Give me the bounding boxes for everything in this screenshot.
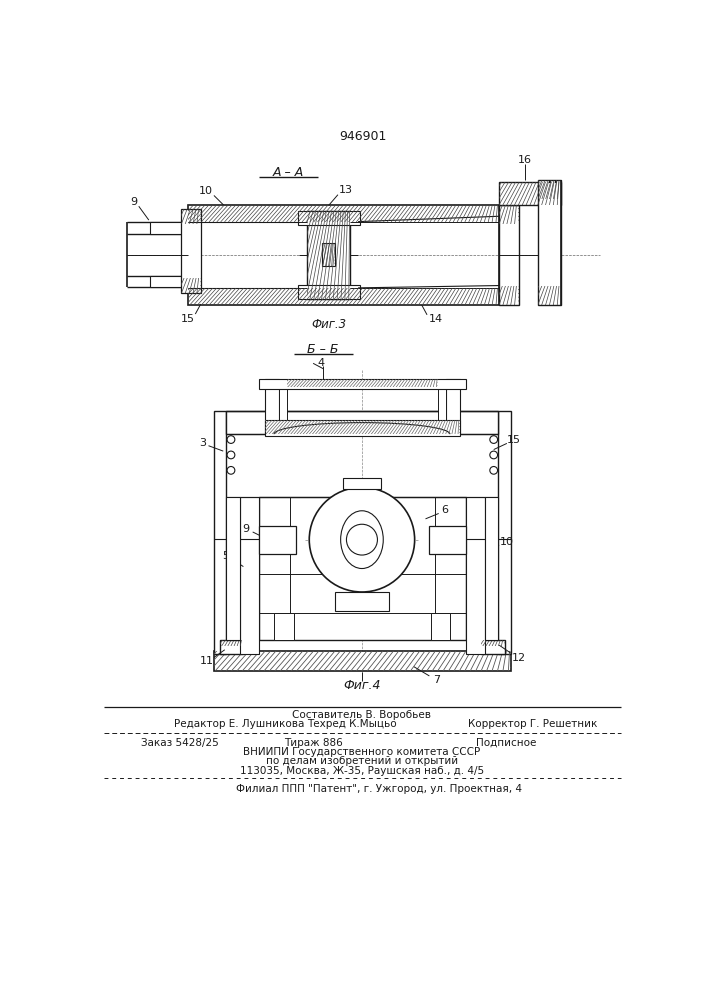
Bar bbox=[481, 640, 505, 654]
Text: 5: 5 bbox=[222, 551, 229, 561]
Bar bbox=[220, 640, 243, 646]
Bar bbox=[538, 180, 561, 305]
Bar bbox=[538, 180, 561, 199]
Text: 10: 10 bbox=[500, 537, 514, 547]
Text: 12: 12 bbox=[511, 653, 525, 663]
Text: ВНИИПИ Государственного комитета СССР: ВНИИПИ Государственного комитета СССР bbox=[243, 747, 481, 757]
Text: A – A: A – A bbox=[273, 166, 304, 179]
Circle shape bbox=[227, 451, 235, 459]
Bar bbox=[214, 411, 226, 654]
Text: Б – Б: Б – Б bbox=[308, 343, 339, 356]
Bar bbox=[307, 211, 351, 299]
Bar bbox=[214, 651, 510, 671]
Bar bbox=[322, 243, 335, 266]
Circle shape bbox=[227, 466, 235, 474]
Bar bbox=[335, 592, 389, 611]
Text: Подписное: Подписное bbox=[476, 738, 536, 748]
Text: Тираж 886: Тираж 886 bbox=[284, 738, 342, 748]
Bar bbox=[431, 613, 450, 640]
Bar bbox=[499, 205, 518, 224]
Bar bbox=[445, 379, 460, 434]
Bar bbox=[428, 526, 466, 554]
Bar bbox=[182, 209, 201, 224]
Bar bbox=[265, 420, 460, 434]
Circle shape bbox=[490, 466, 498, 474]
Text: 11: 11 bbox=[200, 656, 214, 666]
Bar bbox=[187, 205, 499, 305]
Bar bbox=[485, 497, 498, 640]
Text: Заказ 5428/25: Заказ 5428/25 bbox=[141, 738, 219, 748]
Bar bbox=[499, 182, 561, 205]
Bar bbox=[259, 497, 466, 640]
Text: 3: 3 bbox=[199, 438, 206, 448]
Bar bbox=[298, 285, 360, 299]
Bar bbox=[259, 379, 466, 389]
Text: Редактор Е. Лушникова: Редактор Е. Лушникова bbox=[174, 719, 304, 729]
Bar bbox=[499, 286, 518, 305]
Bar bbox=[265, 379, 279, 434]
Bar bbox=[307, 211, 351, 299]
Text: Фиг.4: Фиг.4 bbox=[343, 679, 380, 692]
Text: по делам изобретений и открытий: по делам изобретений и открытий bbox=[266, 756, 458, 766]
Ellipse shape bbox=[341, 511, 383, 569]
Bar bbox=[240, 497, 259, 654]
Text: 13: 13 bbox=[339, 185, 353, 195]
Bar bbox=[438, 379, 445, 430]
Text: 15: 15 bbox=[180, 314, 194, 324]
Bar bbox=[499, 205, 518, 305]
Bar bbox=[187, 205, 499, 222]
Bar bbox=[466, 497, 485, 654]
Text: Корректор Г. Решетник: Корректор Г. Решетник bbox=[468, 719, 597, 729]
Bar bbox=[265, 420, 460, 436]
Bar bbox=[151, 276, 187, 287]
Text: Филиал ППП "Патент", г. Ужгород, ул. Проектная, 4: Филиал ППП "Патент", г. Ужгород, ул. Про… bbox=[235, 784, 522, 794]
Text: 6: 6 bbox=[441, 505, 448, 515]
Circle shape bbox=[227, 436, 235, 443]
Text: 15: 15 bbox=[507, 435, 521, 445]
Text: 14: 14 bbox=[428, 314, 443, 324]
Bar bbox=[259, 526, 296, 554]
Text: 10: 10 bbox=[199, 186, 214, 196]
Text: 9: 9 bbox=[130, 197, 137, 207]
Bar bbox=[151, 222, 187, 234]
Bar bbox=[343, 478, 381, 489]
Bar bbox=[187, 288, 499, 305]
Bar bbox=[287, 379, 438, 387]
Text: 946901: 946901 bbox=[339, 130, 387, 143]
Text: 113035, Москва, Ж-35, Раушская наб., д. 4/5: 113035, Москва, Ж-35, Раушская наб., д. … bbox=[240, 766, 484, 776]
Bar bbox=[220, 640, 243, 654]
Text: 16: 16 bbox=[518, 155, 532, 165]
Text: 9: 9 bbox=[242, 524, 250, 534]
Bar bbox=[279, 379, 287, 430]
Bar bbox=[498, 411, 510, 654]
Text: Фиг.3: Фиг.3 bbox=[311, 318, 346, 331]
Bar bbox=[226, 497, 240, 640]
Bar bbox=[214, 651, 510, 671]
Text: 4: 4 bbox=[317, 358, 325, 368]
Bar bbox=[182, 278, 201, 293]
Circle shape bbox=[490, 436, 498, 443]
Bar bbox=[226, 411, 498, 434]
Circle shape bbox=[346, 524, 378, 555]
Text: 7: 7 bbox=[433, 675, 440, 685]
Text: Техред К.Мыцьо: Техред К.Мыцьо bbox=[307, 719, 397, 729]
Bar bbox=[538, 286, 561, 305]
Bar bbox=[298, 211, 360, 225]
Bar bbox=[274, 613, 293, 640]
Bar bbox=[322, 243, 335, 266]
Bar bbox=[182, 209, 201, 293]
Text: Составитель В. Воробьев: Составитель В. Воробьев bbox=[293, 710, 431, 720]
Circle shape bbox=[309, 487, 414, 592]
Circle shape bbox=[490, 451, 498, 459]
Bar bbox=[499, 182, 561, 205]
Bar bbox=[481, 640, 505, 646]
